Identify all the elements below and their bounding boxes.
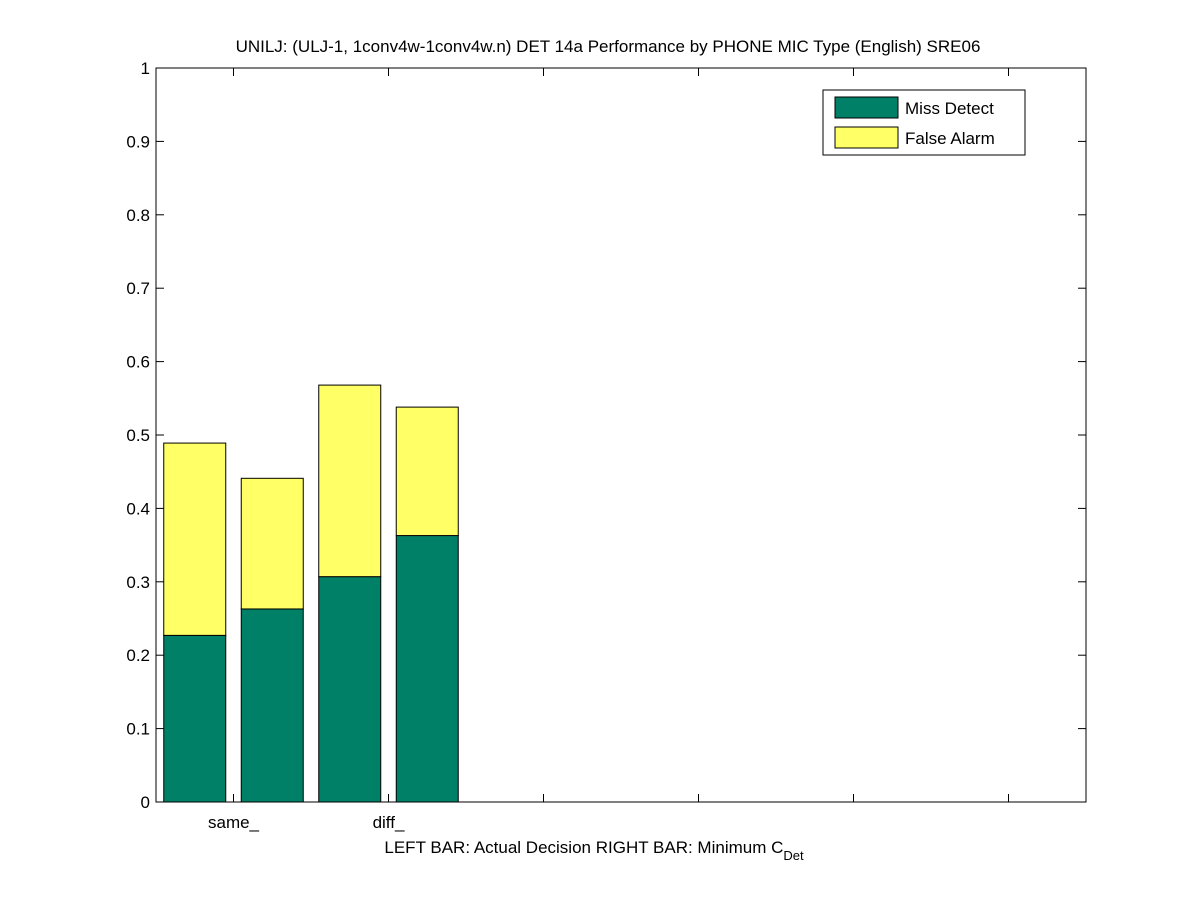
bar-group [163, 384, 459, 803]
bar-same-right-false-alarm [240, 477, 304, 610]
bar-diff-left-miss-detect [318, 576, 382, 803]
y-tick-label: 0 [141, 793, 150, 812]
bar-same-left-miss-detect [163, 634, 227, 803]
legend-swatch-false-alarm [834, 126, 899, 149]
bar-diff-left-false-alarm [318, 384, 382, 578]
y-tick-label: 1 [141, 59, 150, 78]
x-axis-label-subscript: Det [783, 848, 804, 863]
y-tick-label: 0.2 [126, 646, 150, 665]
y-tick-label: 0.3 [126, 573, 150, 592]
bar-diff-right-miss-detect [395, 535, 459, 803]
x-axis-label-main: LEFT BAR: Actual Decision RIGHT BAR: Min… [384, 838, 783, 857]
y-tick-label: 0.9 [126, 132, 150, 151]
legend: Miss Detect False Alarm [822, 89, 1026, 156]
x-tick-label-same: same_ [208, 813, 260, 832]
legend-swatch-miss-detect [834, 96, 899, 119]
x-axis-label: LEFT BAR: Actual Decision RIGHT BAR: Min… [384, 838, 804, 863]
y-tick-label: 0.4 [126, 499, 150, 518]
x-axis: same_ diff_ [208, 68, 1009, 832]
plot-area [156, 68, 1086, 802]
bar-diff-right-false-alarm [395, 406, 459, 537]
bar-same-left-false-alarm [163, 442, 227, 636]
legend-label-false-alarm: False Alarm [905, 129, 995, 148]
y-tick-label: 0.1 [126, 720, 150, 739]
y-tick-label: 0.7 [126, 279, 150, 298]
bar-same-right-miss-detect [240, 608, 304, 803]
y-tick-label: 0.6 [126, 353, 150, 372]
chart-title: UNILJ: (ULJ-1, 1conv4w-1conv4w.n) DET 14… [236, 37, 981, 56]
y-tick-label: 0.5 [126, 426, 150, 445]
legend-label-miss-detect: Miss Detect [905, 99, 994, 118]
y-tick-label: 0.8 [126, 206, 150, 225]
y-axis: 0 0.1 0.2 0.3 0.4 0.5 0.6 0.7 0.8 0.9 1 [126, 59, 1086, 812]
x-tick-label-diff: diff_ [373, 813, 405, 832]
